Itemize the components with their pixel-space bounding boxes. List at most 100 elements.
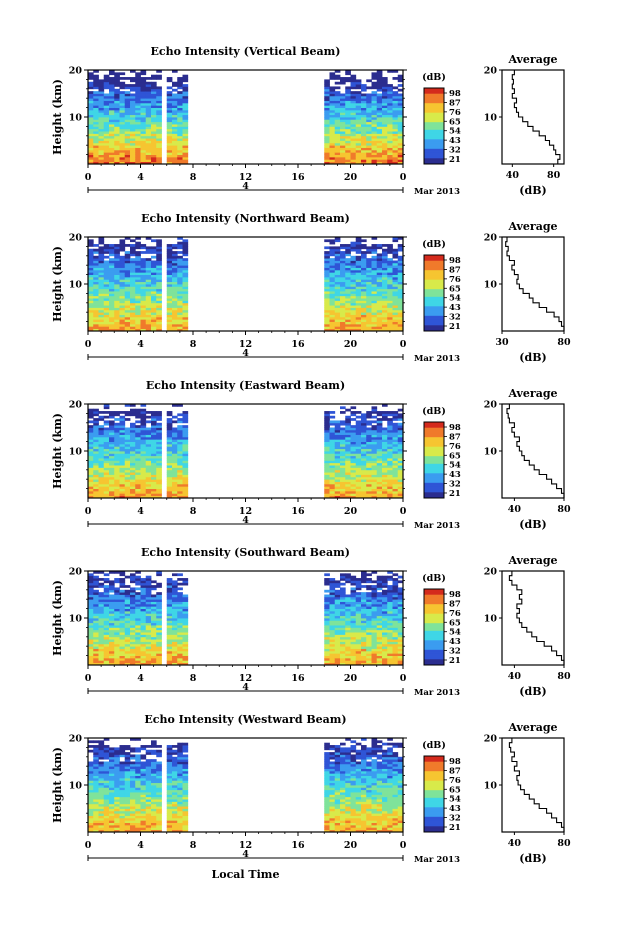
heatmap-cell [145,610,152,614]
heatmap-cell [135,98,141,101]
heatmap-cell [376,142,383,146]
heatmap-cell [119,422,126,426]
heatmap-cell [345,627,351,631]
heatmap-cell [151,86,157,90]
heatmap-cell [334,286,341,290]
heatmap-cell [172,601,178,605]
heatmap-cell [140,272,147,275]
heatmap-cell [355,622,362,626]
heatmap-cell [182,312,189,315]
heatmap-cell [345,613,351,617]
heatmap-cell [340,589,346,593]
heatmap-cell [124,589,131,593]
heatmap-cell [172,124,178,127]
heatmap-cell [392,293,399,297]
heatmap-cell [135,114,141,118]
heatmap-cell [350,305,357,308]
heatmap-cell [361,427,367,431]
heatmap-cell [355,305,362,308]
heatmap-cell [340,328,346,332]
heatmap-cell [366,648,372,652]
heatmap-cell [109,326,115,330]
heatmap-cell [119,613,126,617]
heatmap-cell [145,490,152,494]
heatmap-cell [371,625,378,628]
heatmap-cell [355,154,362,158]
colorbar-swatch [424,427,444,430]
x-tick-label: 16 [291,339,305,350]
heatmap-cell [119,281,126,285]
heatmap-cell [382,483,388,487]
heatmap-cell [119,154,126,158]
heatmap-cell [397,147,404,151]
heatmap-cell [361,465,367,468]
heatmap-cell [145,319,152,322]
heatmap-cell [145,627,152,631]
heatmap-cell [376,418,383,421]
heatmap-cell [109,660,115,664]
x-tick-label: 12 [239,172,252,183]
heatmap-cell [350,326,357,330]
heatmap-cell [324,415,330,419]
heatmap-cell [88,620,94,624]
heatmap-cell [355,276,362,280]
heatmap-cell [345,109,351,113]
heatmap-cell [98,312,105,315]
heatmap-cell [355,620,362,624]
heatmap-cell [124,596,131,600]
heatmap-cell [109,458,115,461]
heatmap-cell [145,124,152,127]
heatmap-cell [166,309,173,313]
heatmap-cell [324,632,330,635]
heatmap-cell [182,147,189,151]
heatmap-cell [93,74,99,78]
heatmap-cell [371,406,378,410]
heatmap-cell [166,307,173,311]
heatmap-cell [88,460,94,464]
heatmap-cell [145,288,152,292]
heatmap-cell [98,323,105,327]
heatmap-cell [350,312,357,315]
heatmap-cell [166,460,173,464]
heatmap-cell [119,610,126,614]
heatmap-cell [172,606,178,609]
heatmap-cell [109,262,115,266]
heatmap-cell [361,109,367,113]
heatmap-cell [98,476,105,480]
heatmap-cell [177,613,183,617]
average-x-tick-label: 80 [547,170,561,181]
heatmap-cell [350,643,357,647]
heatmap-cell [177,488,183,492]
heatmap-cell [114,321,120,325]
heatmap-cell [355,486,362,489]
heatmap-cell [151,422,157,426]
heatmap-cell [114,483,120,487]
average-title: Average [507,53,557,66]
heatmap-cell [355,458,362,461]
heatmap-cell [392,121,399,125]
heatmap-cell [355,91,362,94]
heatmap-cell [151,657,157,661]
heatmap-cell [182,451,189,454]
heatmap-cell [392,448,399,452]
heatmap-cell [93,286,99,290]
heatmap-cell [124,302,131,306]
x-tick-label: 0 [400,172,407,183]
heatmap-cell [350,636,357,640]
heatmap-cell [182,448,189,452]
heatmap-cell [387,455,393,459]
heatmap-cell [93,124,99,127]
heatmap-cell [151,326,157,330]
heatmap-cell [151,599,157,602]
heatmap-cell [324,495,330,499]
colorbar-swatch [424,97,444,100]
heatmap-cell [88,72,94,76]
heatmap-cell [88,458,94,461]
heatmap-cell [93,112,99,116]
heatmap-cell [387,479,393,482]
heatmap-cell [166,267,173,271]
heatmap-cell [350,74,357,78]
heatmap-cell [93,117,99,120]
heatmap-cell [366,328,372,332]
heatmap-cell [151,650,157,654]
